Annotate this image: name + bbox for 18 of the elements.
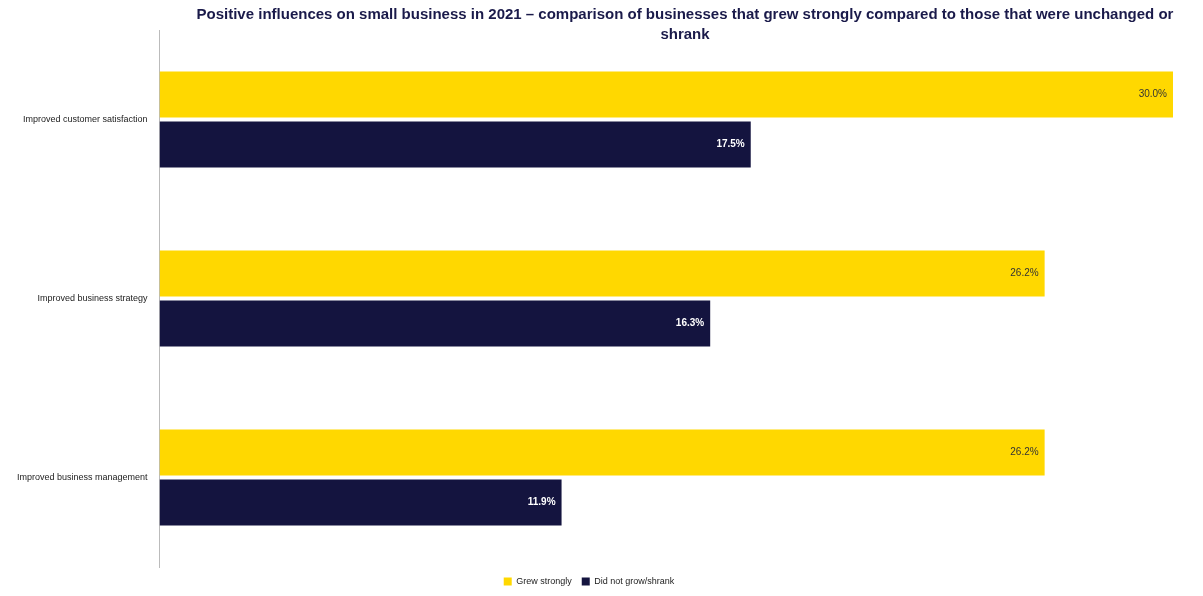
data-label: 30.0% [1138, 88, 1168, 100]
bar [159, 71, 1173, 118]
legend-label: Did not grow/shrank [594, 575, 675, 586]
y-tick-label: Improved customer satisfaction [23, 113, 148, 124]
bar [159, 121, 751, 168]
data-label: 11.9% [527, 496, 556, 508]
y-tick-label: Improved business management [16, 471, 149, 482]
bar [159, 479, 562, 526]
bar [159, 250, 1045, 297]
data-label: 17.5% [716, 138, 745, 150]
legend-label: Grew strongly [516, 575, 573, 586]
chart-title: Positive influences on small business in 2021 – comparison of businesses that grew strongly compared to those that were unchanged or shrank [195, 4, 1175, 44]
y-tick-label: Improved business strategy [37, 292, 149, 303]
data-label: 16.3% [675, 317, 705, 329]
data-label: 26.2% [1010, 267, 1039, 279]
data-label: 26.2% [1010, 446, 1039, 458]
bar [159, 300, 711, 347]
bar [159, 429, 1045, 476]
